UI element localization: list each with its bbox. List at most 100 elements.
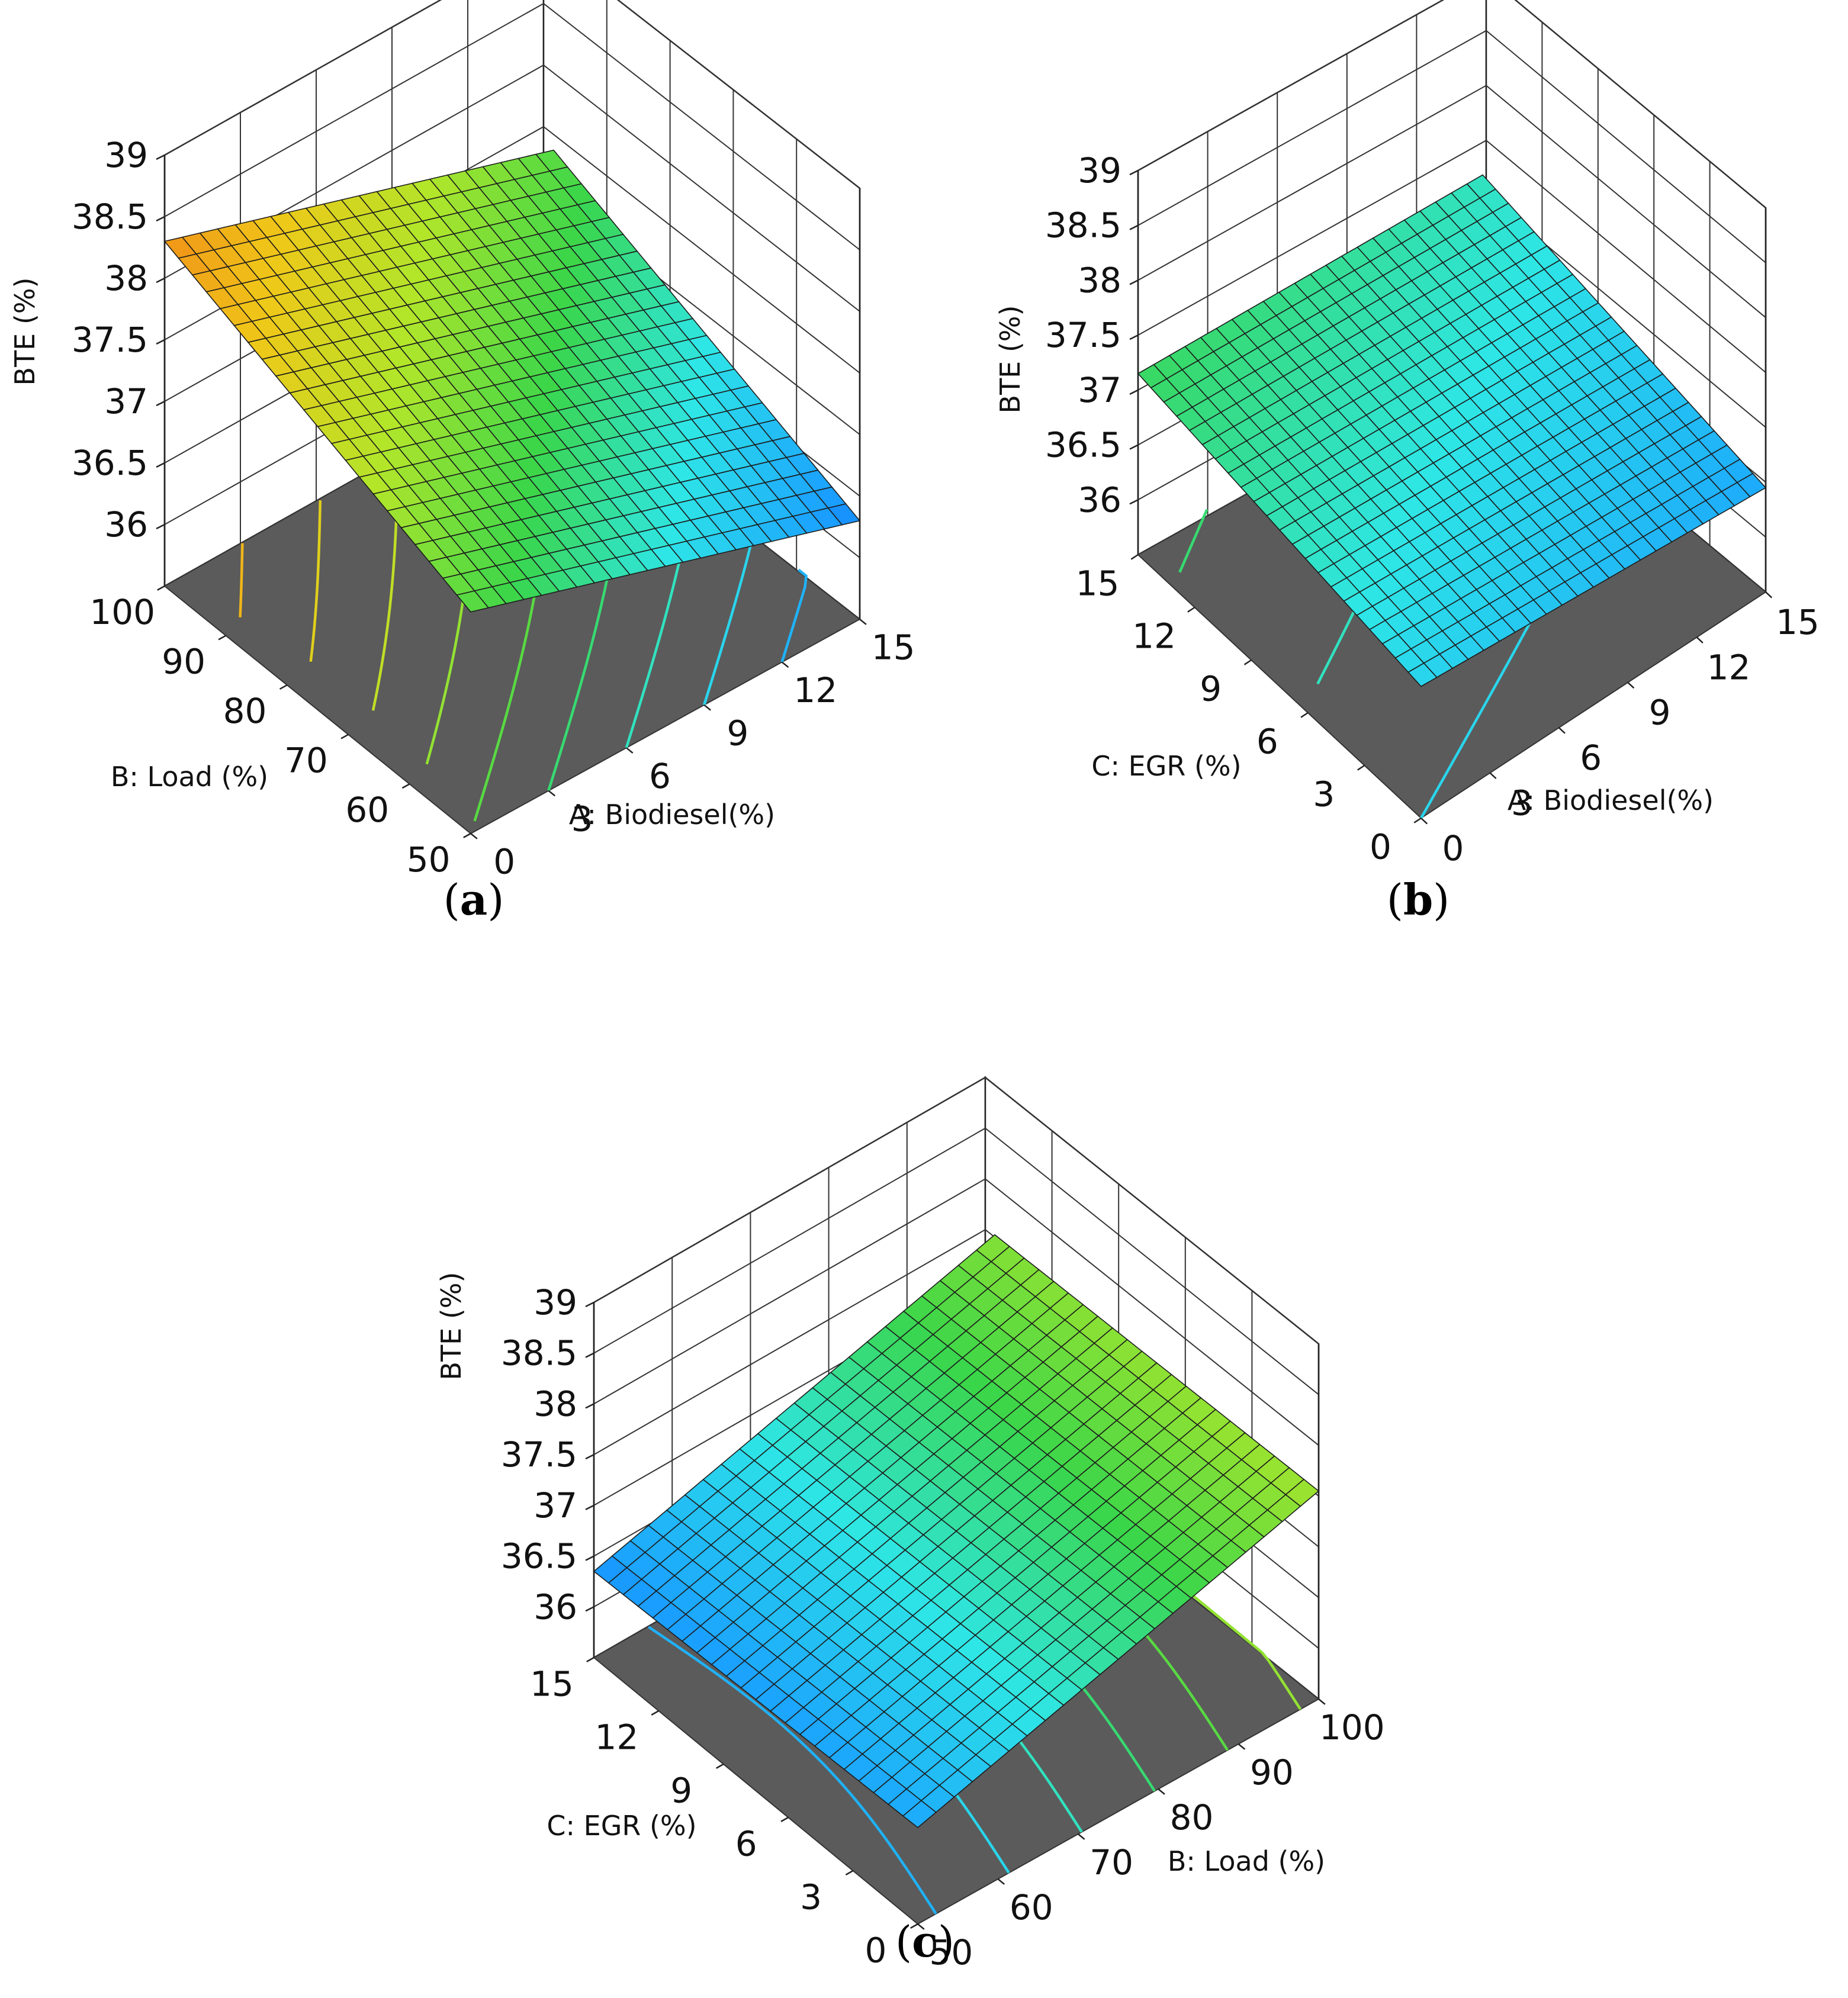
x-tick-label: 3 bbox=[1511, 783, 1533, 823]
z-tick-mark bbox=[156, 400, 165, 407]
z-tick-mark bbox=[585, 1352, 594, 1358]
y-tick-mark bbox=[463, 832, 471, 838]
z-tick-mark bbox=[585, 1606, 594, 1612]
panel-label-close: ) bbox=[938, 1917, 954, 1967]
y-tick-label: 90 bbox=[162, 641, 205, 681]
y-tick-mark bbox=[1300, 712, 1309, 718]
z-tick-mark bbox=[585, 1403, 594, 1409]
x-axis: 0 3 6 9 12 15 A: Biodiesel(%) bbox=[1420, 591, 1820, 868]
x-tick-label: 50 bbox=[929, 1932, 973, 1973]
x-tick-label: 15 bbox=[872, 628, 915, 668]
y-tick-mark bbox=[1357, 764, 1365, 771]
y-tick-mark bbox=[780, 1816, 789, 1822]
panel-label-open: ( bbox=[895, 1917, 912, 1967]
z-gridline bbox=[593, 1127, 1319, 1395]
panel-label-letter: b bbox=[1403, 874, 1433, 925]
x-axis-label: A: Biodiesel(%) bbox=[569, 799, 775, 831]
response-surface bbox=[163, 149, 861, 613]
y-tick-mark bbox=[157, 585, 165, 591]
z-tick-mark bbox=[1129, 169, 1139, 176]
z-gridline bbox=[593, 1178, 1319, 1446]
y-tick-label: 12 bbox=[1132, 616, 1176, 656]
z-tick-label: 37.5 bbox=[72, 320, 148, 360]
z-tick-label: 39 bbox=[1078, 150, 1121, 191]
x-tick-label: 0 bbox=[493, 842, 515, 882]
z-tick-mark bbox=[156, 215, 165, 222]
z-tick-mark bbox=[585, 1504, 594, 1510]
z-tick-label: 36 bbox=[533, 1587, 577, 1627]
y-tick-mark bbox=[279, 684, 288, 690]
z-gridline bbox=[1137, 139, 1766, 373]
x-tick-label: 9 bbox=[1649, 693, 1671, 733]
x-tick-label: 9 bbox=[727, 713, 748, 754]
z-tick-mark bbox=[156, 523, 165, 530]
x-tick-mark bbox=[1627, 681, 1635, 689]
z-tick-label: 36 bbox=[1078, 480, 1121, 520]
z-tick-mark bbox=[156, 277, 165, 284]
z-tick-label: 37 bbox=[533, 1485, 577, 1526]
y-tick-mark bbox=[218, 635, 227, 641]
x-tick-label: 12 bbox=[793, 670, 837, 710]
z-gridline bbox=[164, 2, 860, 250]
contour-line bbox=[309, 500, 322, 662]
z-tick-mark bbox=[1129, 389, 1139, 395]
z-gridline bbox=[1137, 85, 1766, 318]
z-tick-mark bbox=[1129, 279, 1139, 285]
x-tick-mark bbox=[1489, 772, 1497, 780]
z-tick-label: 38 bbox=[104, 258, 148, 298]
z-tick-label: 38.5 bbox=[1045, 205, 1121, 246]
surface-cell bbox=[456, 590, 490, 613]
y-tick-label: 0 bbox=[865, 1930, 887, 1970]
contour-line bbox=[1178, 509, 1209, 573]
x-tick-mark bbox=[1696, 636, 1704, 644]
z-tick-mark bbox=[585, 1454, 594, 1460]
y-tick-label: 3 bbox=[800, 1877, 822, 1917]
z-tick-label: 37.5 bbox=[1045, 315, 1121, 355]
x-tick-mark bbox=[859, 619, 867, 625]
x-tick-mark bbox=[703, 704, 711, 711]
panel-label-letter: c bbox=[912, 1916, 938, 1967]
x-tick-mark bbox=[781, 661, 789, 668]
panel-label-open: ( bbox=[1387, 875, 1403, 925]
y-tick-mark bbox=[586, 1656, 594, 1662]
panel-label-close: ) bbox=[1433, 875, 1450, 925]
z-tick-label: 36.5 bbox=[501, 1536, 577, 1576]
x-axis-label: A: Biodiesel(%) bbox=[1508, 784, 1714, 816]
x-axis: 50 60 70 80 90 100 B: Load (%) bbox=[917, 1698, 1385, 1973]
surface-cell bbox=[1407, 662, 1438, 687]
z-axis: 36 36.5 37 37.5 38 38.5 39 BTE (%) bbox=[435, 1272, 594, 1627]
y-tick-label: 15 bbox=[530, 1664, 574, 1704]
panel-label-close: ) bbox=[487, 875, 504, 925]
contour-line bbox=[648, 1626, 937, 1915]
x-tick-mark bbox=[626, 747, 634, 754]
z-tick-mark bbox=[1129, 499, 1139, 505]
z-tick-label: 36.5 bbox=[72, 443, 148, 483]
y-tick-label: 12 bbox=[594, 1717, 638, 1757]
z-tick-label: 38 bbox=[1078, 260, 1121, 300]
x-tick-label: 100 bbox=[1319, 1707, 1385, 1748]
x-tick-mark bbox=[1318, 1698, 1326, 1705]
y-tick-mark bbox=[340, 733, 349, 739]
x-tick-mark bbox=[1238, 1743, 1246, 1750]
panel-label-open: ( bbox=[443, 875, 460, 925]
z-gridline bbox=[593, 1076, 1319, 1344]
y-axis-label: B: Load (%) bbox=[111, 761, 268, 793]
y-tick-label: 50 bbox=[407, 839, 451, 880]
y-tick-mark bbox=[845, 1870, 854, 1875]
x-tick-mark bbox=[997, 1878, 1005, 1885]
z-tick-mark bbox=[585, 1555, 594, 1561]
contour-line bbox=[239, 543, 244, 617]
z-tick-label: 38.5 bbox=[72, 197, 148, 237]
z-axis: 36 36.5 37 37.5 38 38.5 39 BTE (%) bbox=[994, 150, 1139, 520]
z-tick-label: 36 bbox=[104, 504, 148, 545]
x-tick-mark bbox=[548, 790, 556, 797]
y-tick-mark bbox=[651, 1710, 660, 1716]
z-tick-mark bbox=[585, 1301, 594, 1308]
z-axis-label: BTE (%) bbox=[435, 1272, 467, 1381]
x-tick-mark bbox=[1420, 818, 1428, 825]
